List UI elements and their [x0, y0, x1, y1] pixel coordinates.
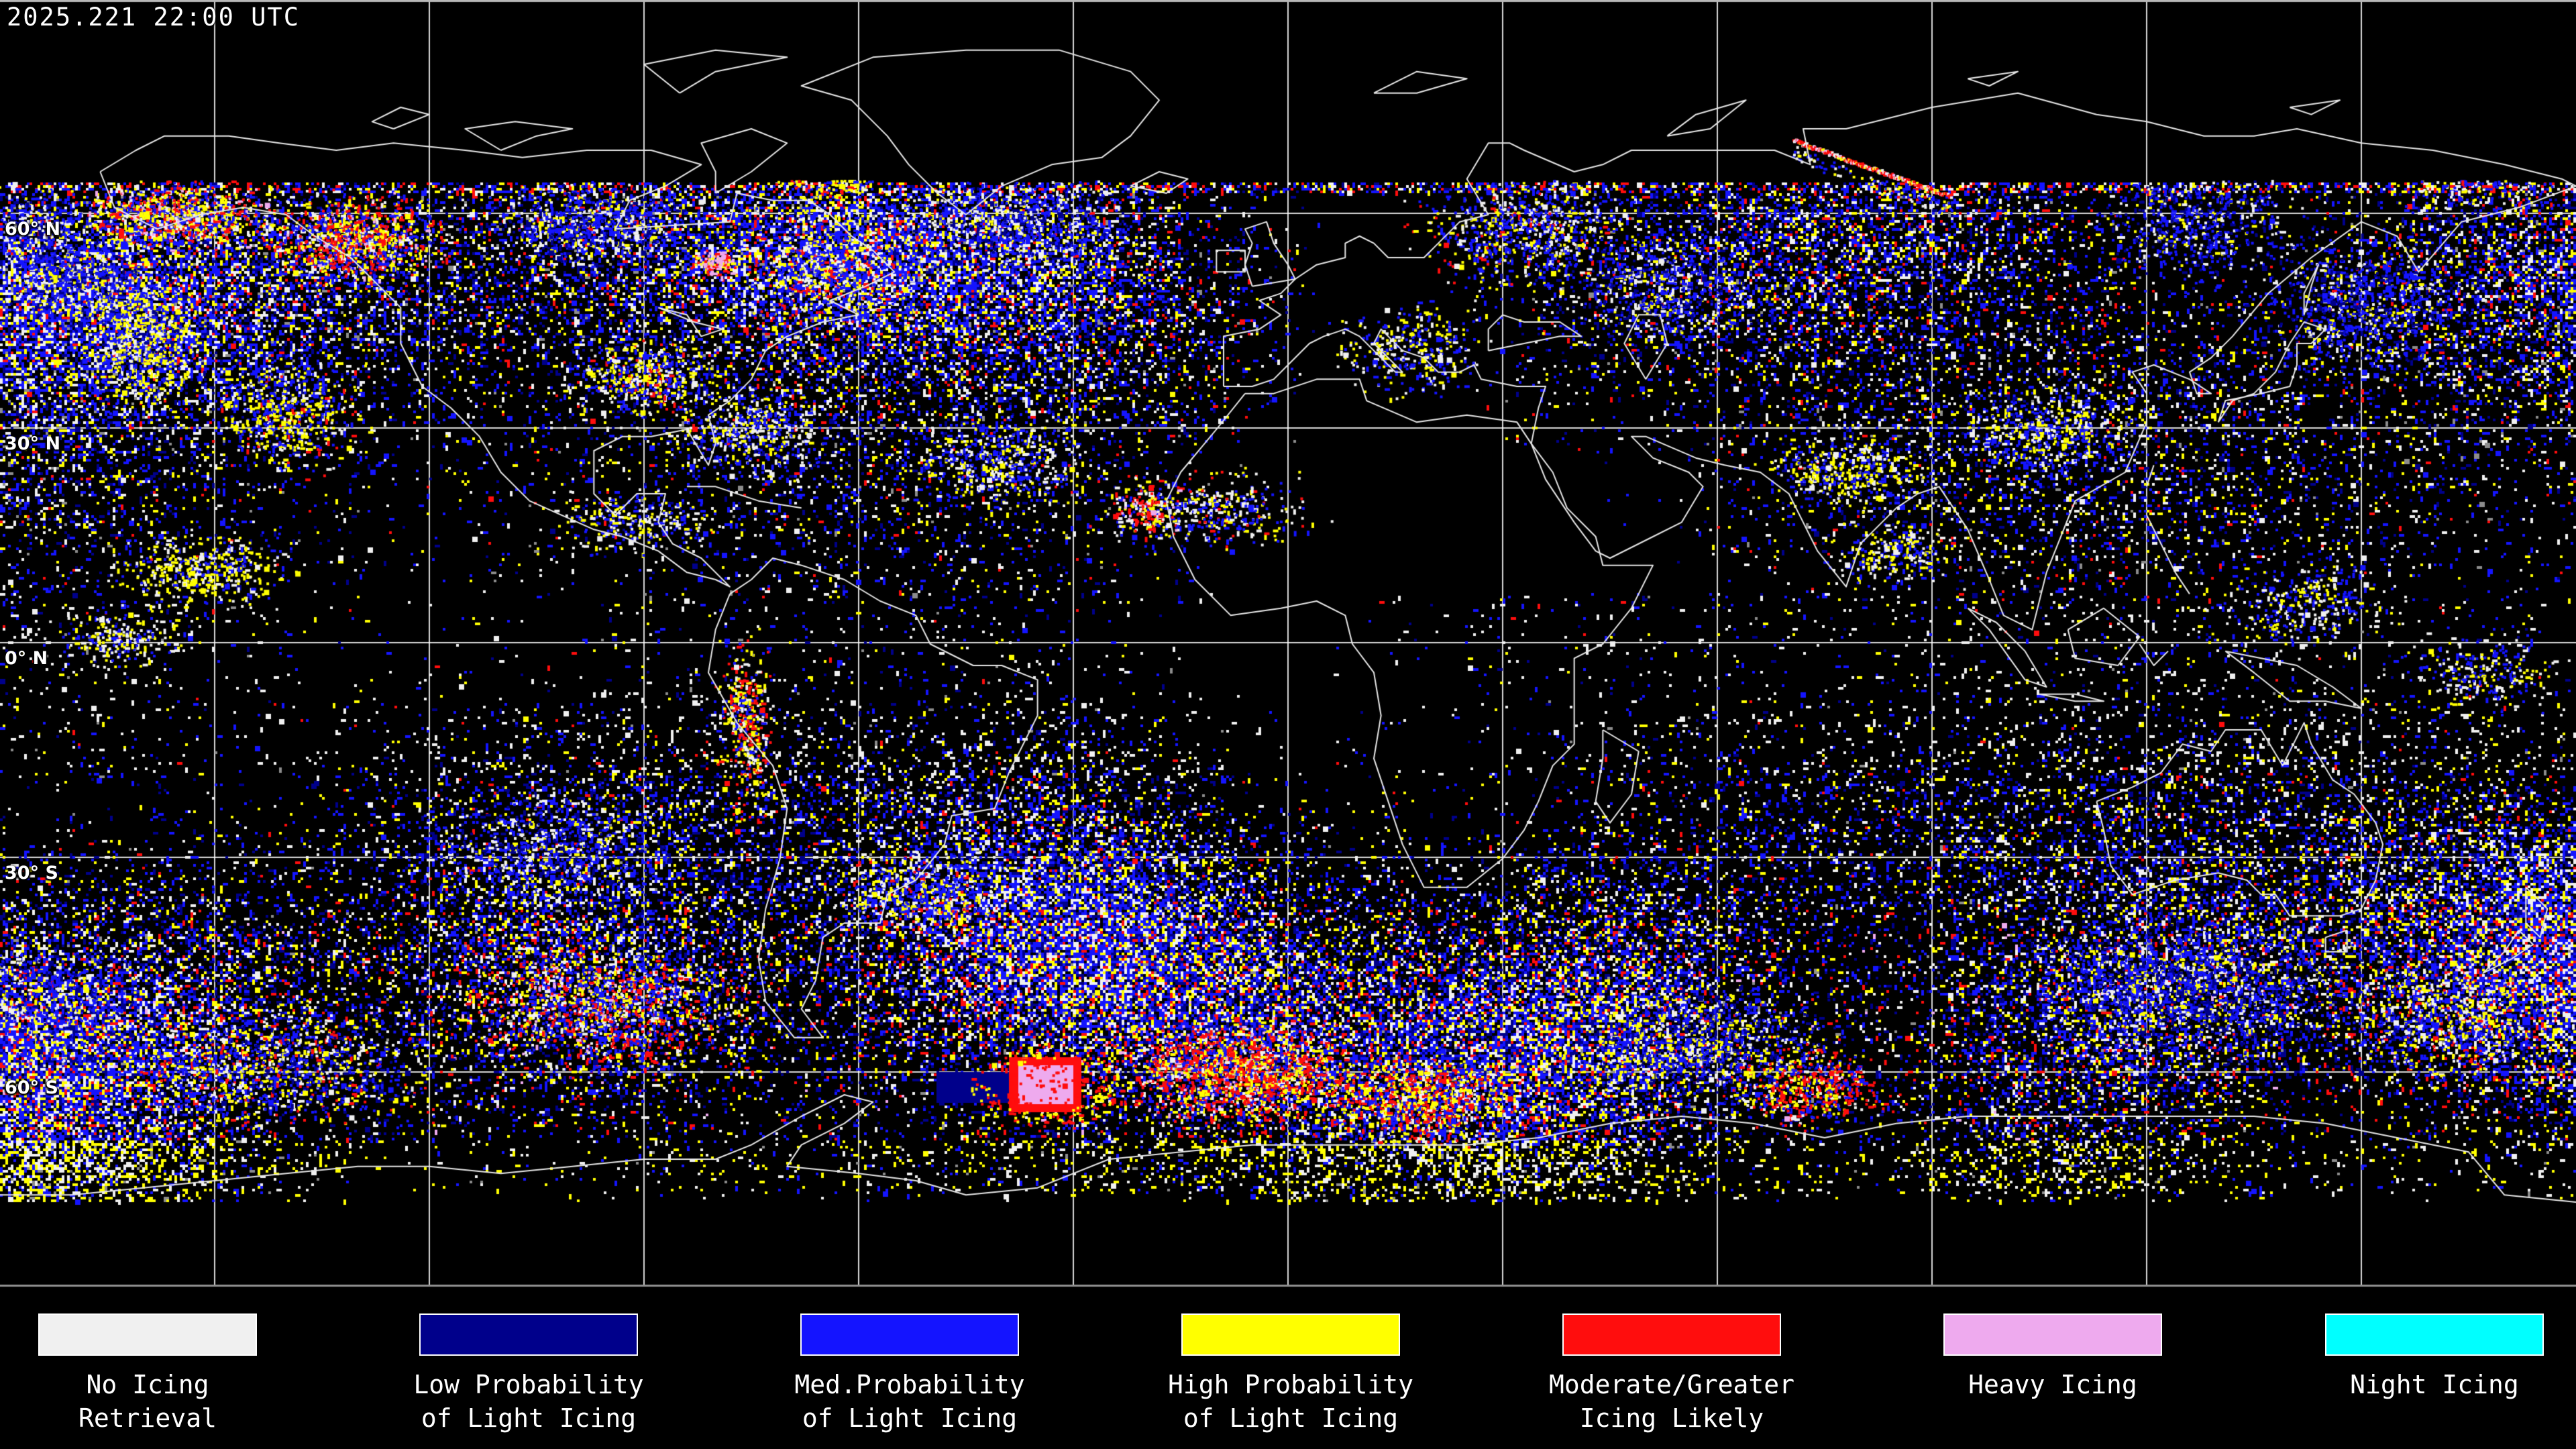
legend-swatch-night-icing — [2325, 1313, 2544, 1356]
legend-label: Low Probability of Light Icing — [413, 1370, 644, 1433]
legend-item-med-probability: Med.Probability of Light Icing — [722, 1312, 1097, 1435]
latitude-label-60s: 60° S — [5, 1077, 58, 1098]
legend-item-heavy-icing: Heavy Icing — [1865, 1312, 2241, 1401]
legend-label: Med.Probability of Light Icing — [794, 1370, 1025, 1433]
legend-label: High Probability of Light Icing — [1167, 1370, 1414, 1433]
latitude-label-30n: 30° N — [5, 433, 61, 454]
latitude-label-60n: 60° N — [5, 219, 61, 239]
timestamp: 2025.221 22:00 UTC — [7, 3, 300, 32]
legend-label: No Icing Retrieval — [78, 1370, 217, 1433]
legend-item-no-icing-retrieval: No Icing Retrieval — [0, 1312, 335, 1435]
legend-item-night-icing: Night Icing — [2247, 1312, 2576, 1401]
world-map-canvas — [0, 0, 2576, 1292]
legend-swatch-no-icing — [38, 1313, 257, 1356]
legend-label: Night Icing — [2350, 1370, 2519, 1399]
legend-swatch-low-probability — [419, 1313, 638, 1356]
world-icing-map: 2025.221 22:00 UTC 60° N 30° N 0° N 30° … — [0, 0, 2576, 1292]
legend-item-moderate-greater: Moderate/Greater Icing Likely — [1484, 1312, 1860, 1435]
legend-label: Heavy Icing — [1968, 1370, 2137, 1399]
legend-swatch-med-probability — [800, 1313, 1019, 1356]
legend-label: Moderate/Greater Icing Likely — [1548, 1370, 1795, 1433]
legend-swatch-moderate-greater — [1562, 1313, 1781, 1356]
legend-item-high-probability: High Probability of Light Icing — [1103, 1312, 1479, 1435]
latitude-label-30s: 30° S — [5, 863, 58, 883]
latitude-label-0: 0° N — [5, 648, 48, 669]
legend-item-low-probability: Low Probability of Light Icing — [341, 1312, 716, 1435]
legend: No Icing Retrieval Low Probability of Ligh… — [0, 1312, 2576, 1449]
legend-swatch-heavy-icing — [1943, 1313, 2162, 1356]
legend-swatch-high-probability — [1181, 1313, 1400, 1356]
